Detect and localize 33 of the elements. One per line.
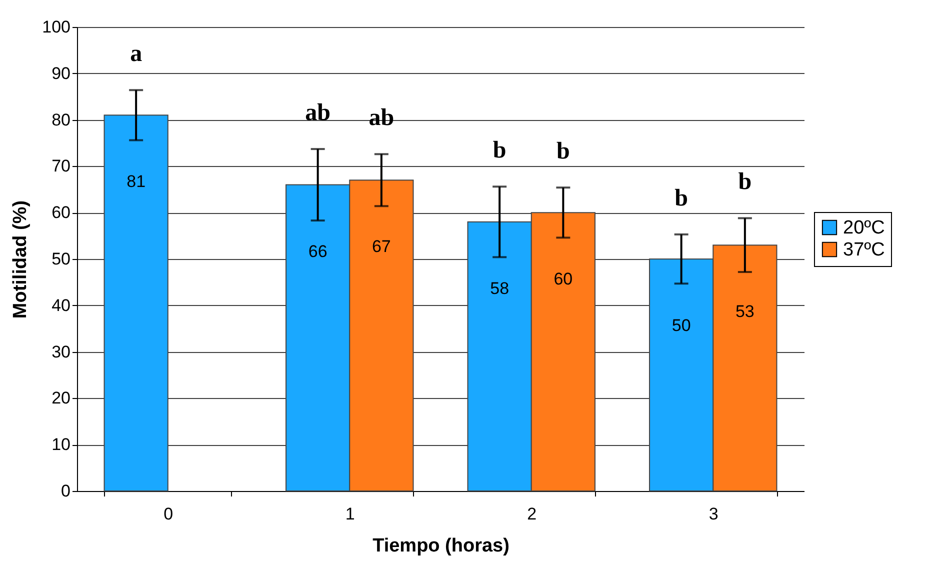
y-tick-label: 40 bbox=[52, 296, 70, 315]
x-tick-label: 0 bbox=[164, 504, 174, 524]
data-label: 81 bbox=[126, 172, 146, 192]
legend-label: 37ºC bbox=[843, 240, 885, 260]
data-label: 53 bbox=[735, 302, 754, 322]
data-label: 67 bbox=[372, 237, 391, 256]
y-axis-title: Motilidad (%) bbox=[10, 200, 32, 319]
data-label: 58 bbox=[490, 278, 510, 298]
annotation: b bbox=[674, 185, 688, 212]
x-tick-label: 3 bbox=[708, 504, 718, 524]
x-tick-label: 2 bbox=[527, 504, 537, 524]
y-tick-label: 10 bbox=[52, 435, 70, 454]
data-label: 66 bbox=[308, 242, 328, 261]
y-tick-label: 100 bbox=[42, 18, 70, 36]
annotation: b bbox=[738, 169, 752, 196]
y-tick-label: 80 bbox=[52, 110, 70, 130]
legend-label: 20ºC bbox=[843, 218, 885, 238]
y-tick-label: 20 bbox=[52, 388, 70, 408]
y-tick-label: 90 bbox=[52, 64, 70, 83]
x-tick-label: 1 bbox=[345, 504, 355, 524]
y-tick-label: 30 bbox=[52, 342, 70, 362]
y-tick-label: 70 bbox=[52, 156, 70, 176]
y-tick-label: 60 bbox=[52, 203, 70, 222]
annotation: ab bbox=[305, 100, 330, 126]
x-axis-title: Tiempo (horas) bbox=[372, 536, 510, 556]
annotation: b bbox=[556, 138, 570, 165]
data-label: 60 bbox=[554, 270, 573, 289]
y-tick-label: 50 bbox=[52, 250, 70, 268]
data-label: 50 bbox=[672, 316, 691, 335]
y-tick-label: 0 bbox=[61, 482, 70, 500]
annotation: b bbox=[492, 138, 506, 164]
annotation: a bbox=[130, 41, 142, 68]
bar bbox=[104, 114, 168, 492]
